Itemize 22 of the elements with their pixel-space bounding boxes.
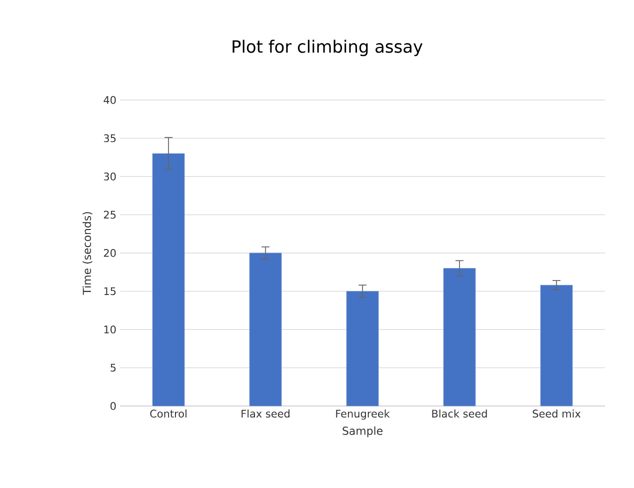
y-tick-label: 20 xyxy=(104,249,116,257)
bar xyxy=(540,284,573,406)
bar xyxy=(152,153,185,406)
bar xyxy=(346,291,379,406)
y-tick-label: 30 xyxy=(104,172,116,180)
y-tick-label: 15 xyxy=(104,287,116,296)
y-tick-label: 5 xyxy=(110,364,116,372)
chart-title: Plot for climbing assay xyxy=(232,40,422,56)
x-tick-label: Black seed xyxy=(432,410,487,418)
x-tick-label: Seed mix xyxy=(532,410,581,418)
y-tick-label: 25 xyxy=(104,210,116,219)
y-tick-label: 40 xyxy=(104,96,116,104)
bar xyxy=(443,268,476,406)
y-tick-label: 35 xyxy=(104,134,116,142)
x-tick-label: Control xyxy=(150,410,186,418)
x-axis-title: Sample xyxy=(342,426,382,438)
bar xyxy=(249,252,282,406)
x-tick-label: Fenugreek xyxy=(336,410,390,420)
y-tick-label: 10 xyxy=(104,326,116,334)
x-tick-label: Flax seed xyxy=(242,410,290,418)
y-axis-title: Time (seconds) xyxy=(82,212,92,295)
y-tick-label: 0 xyxy=(110,402,116,410)
